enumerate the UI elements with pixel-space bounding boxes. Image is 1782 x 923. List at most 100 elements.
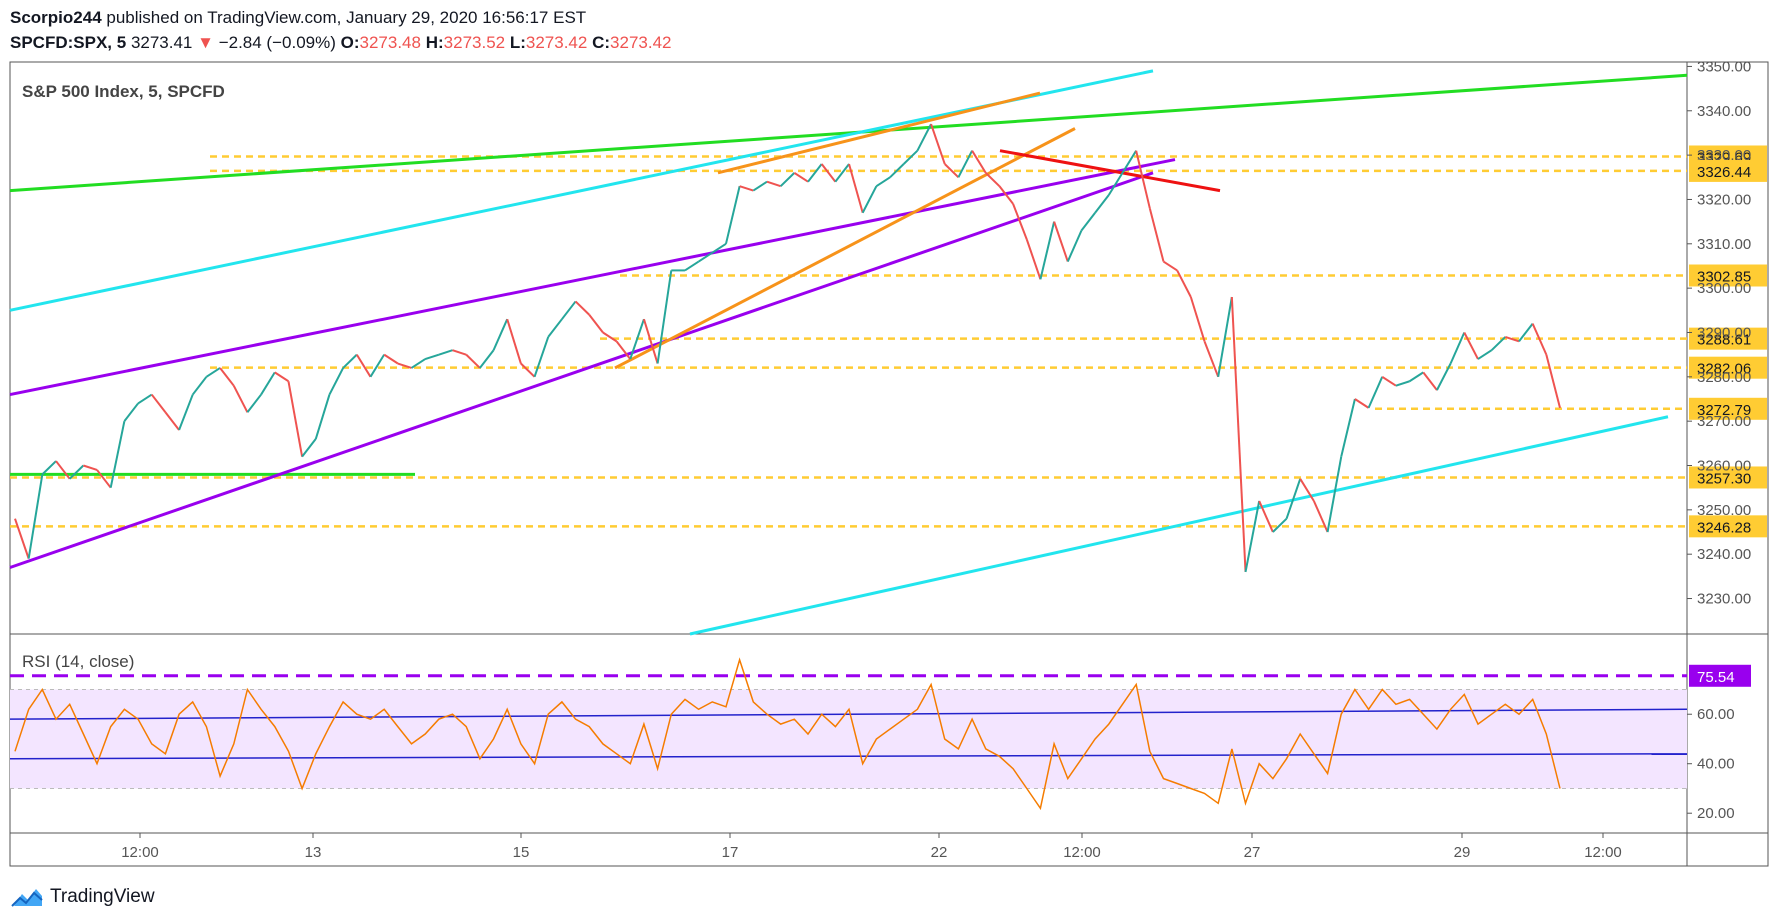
price-segment <box>506 318 522 364</box>
y-tick-label: 3300.00 <box>1697 280 1751 297</box>
x-tick-label: 12:00 <box>1063 844 1101 861</box>
price-segment <box>602 331 618 343</box>
price-segment <box>574 300 590 316</box>
price-segment <box>397 362 412 369</box>
price-segment <box>1053 221 1069 262</box>
down-arrow-icon: ▼ <box>197 33 214 52</box>
price-segment <box>1463 332 1479 360</box>
y-tick-label: 3270.00 <box>1697 413 1751 430</box>
rsi-overbought-tag <box>1689 664 1751 687</box>
price-segment <box>1217 296 1233 377</box>
x-tick-label: 22 <box>931 844 948 861</box>
price-segment <box>1449 332 1466 364</box>
x-tick-label: 12:00 <box>1584 844 1622 861</box>
price-segment <box>1285 478 1302 520</box>
price-segment <box>314 394 331 440</box>
price-segment <box>642 318 659 364</box>
price-segment <box>150 393 167 413</box>
x-tick-label: 12:00 <box>121 844 159 861</box>
x-tick-label: 17 <box>722 844 739 861</box>
price-segment <box>684 260 700 272</box>
price-segment <box>260 371 276 396</box>
orange-upper-wedge <box>717 91 1041 175</box>
low-value: 3273.42 <box>525 33 588 52</box>
rsi-line <box>14 657 1561 811</box>
y-tick-label: 3250.00 <box>1697 502 1751 519</box>
price-segment <box>178 394 194 431</box>
y-tick-label: 3240.00 <box>1697 546 1751 563</box>
published-text: published on TradingView.com, January 29… <box>101 8 587 27</box>
price-segment <box>1066 230 1083 262</box>
price-segment <box>861 185 878 214</box>
price-segment <box>1012 203 1028 240</box>
price-segment <box>930 123 946 165</box>
red-resistance-line <box>999 149 1221 193</box>
price-segment <box>711 242 727 254</box>
author-name[interactable]: Scorpio244 <box>10 8 102 27</box>
price-segment <box>68 464 85 480</box>
price-segment <box>533 336 550 378</box>
price-segment <box>465 353 481 369</box>
x-tick-label: 15 <box>513 844 530 861</box>
rsi-upper-trendline <box>9 708 1688 720</box>
price-segment <box>301 438 317 458</box>
trendline-drawings <box>9 69 1688 636</box>
price-segment <box>1436 363 1452 391</box>
price-segment <box>328 367 345 396</box>
price-segment <box>232 385 249 413</box>
green-trendline <box>9 73 1688 193</box>
price-segment <box>41 460 57 476</box>
price-segment <box>1505 335 1520 343</box>
y-tick-label: 3230.00 <box>1697 591 1751 608</box>
price-segment <box>287 381 304 457</box>
price-segment <box>219 367 235 387</box>
price-segment <box>1176 269 1192 298</box>
rsi-tick-label: 40.00 <box>1697 756 1735 773</box>
price-segment <box>1189 296 1206 342</box>
price-segment <box>27 474 44 559</box>
price-segment <box>971 150 987 174</box>
price-segment <box>424 353 440 361</box>
level-price-label: 3302.85 <box>1697 269 1751 286</box>
price-segment <box>452 349 467 356</box>
price-segment <box>1244 500 1261 573</box>
level-price-tag <box>1689 327 1767 350</box>
price-segment <box>1477 349 1493 360</box>
price-segment <box>561 300 577 320</box>
rsi-overbought-label: 75.54 <box>1697 669 1735 686</box>
price-segment <box>1299 478 1315 502</box>
price-segment <box>739 185 754 192</box>
price-segment <box>14 518 30 559</box>
price-segment <box>479 349 495 369</box>
symbol-header: SPCFD:SPX, 5 3273.41 ▼ −2.84 (−0.09%) O:… <box>10 33 671 53</box>
purple-lower-channel <box>9 171 1154 569</box>
price-segment <box>1367 376 1384 409</box>
price-segment <box>1094 194 1110 214</box>
tradingview-logo[interactable]: TradingView <box>10 886 155 908</box>
price-segment <box>1148 208 1165 262</box>
price-segment <box>547 318 563 338</box>
symbol-label[interactable]: SPCFD:SPX, 5 <box>10 33 127 52</box>
high-label: H: <box>425 33 444 52</box>
price-segment <box>834 163 850 183</box>
y-tick-label: 3310.00 <box>1697 236 1751 253</box>
price-segment <box>615 340 632 360</box>
y-tick-label: 3280.00 <box>1697 369 1751 386</box>
level-price-tag <box>1689 356 1767 379</box>
price-segment <box>1162 260 1178 272</box>
price-segment <box>1395 380 1410 387</box>
level-price-tag <box>1689 515 1767 538</box>
y-tick-label: 3340.00 <box>1697 103 1751 120</box>
tradingview-cloud-icon <box>11 889 43 907</box>
level-price-label: 3288.61 <box>1697 332 1751 349</box>
price-segment <box>1135 150 1151 209</box>
price-segment <box>1039 221 1056 280</box>
price-segment <box>137 393 153 405</box>
price-segment <box>1258 500 1274 533</box>
cyan-lower-channel <box>689 415 1669 636</box>
y-tick-label: 3320.00 <box>1697 191 1751 208</box>
price-segment <box>820 163 837 183</box>
price-segment <box>492 318 509 351</box>
y-tick-label: 3290.00 <box>1697 324 1751 341</box>
y-tick-label: 3330.00 <box>1697 147 1751 164</box>
